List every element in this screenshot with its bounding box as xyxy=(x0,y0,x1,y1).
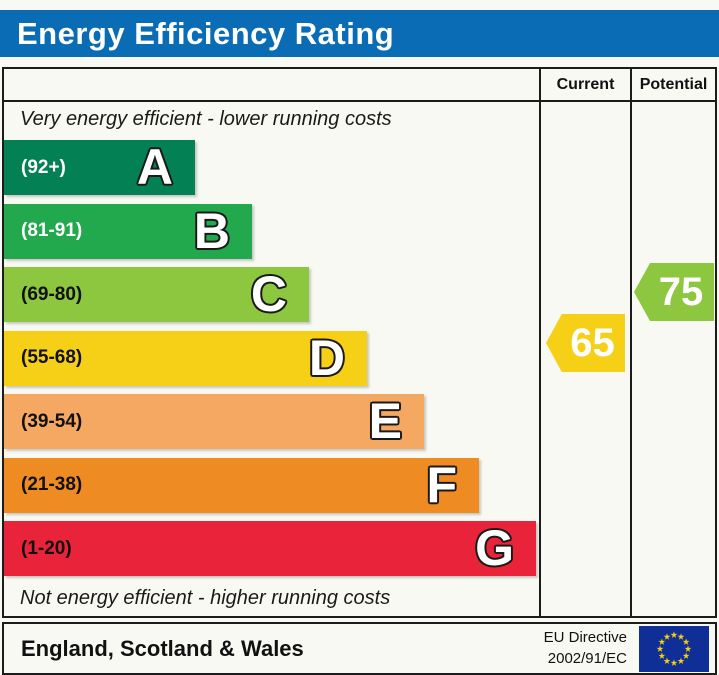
footer-bar: England, Scotland & Wales EU Directive 2… xyxy=(2,622,717,675)
band-letter: F xyxy=(426,456,457,513)
page-title: Energy Efficiency Rating xyxy=(17,15,395,51)
current-rating-arrow: 65 xyxy=(546,314,625,372)
band-range: (92+) xyxy=(21,156,66,178)
energy-rating-table: Current Potential Very energy efficient … xyxy=(2,67,717,618)
band-letter: B xyxy=(193,202,230,259)
band-letter: A xyxy=(136,139,173,195)
title-bar: Energy Efficiency Rating xyxy=(0,10,719,57)
band-row: (55-68) D xyxy=(4,329,367,386)
current-column-header: Current xyxy=(539,69,630,102)
potential-rating-value: 75 xyxy=(658,269,704,314)
region-label: England, Scotland & Wales xyxy=(21,635,304,661)
band-letter: G xyxy=(475,520,514,576)
band-chart-area: Very energy efficient - lower running co… xyxy=(4,102,539,616)
current-column: 65 xyxy=(539,102,630,616)
band-row: (69-80) C xyxy=(4,267,309,322)
band-range: (55-68) xyxy=(21,347,83,368)
eu-flag-icon xyxy=(639,625,709,672)
band-row: (1-20) G xyxy=(4,521,536,576)
band-row: (81-91) B xyxy=(4,202,252,259)
eu-directive-line2: 2002/91/EC xyxy=(547,649,627,667)
band-range: (1-20) xyxy=(21,537,72,559)
current-rating-value: 65 xyxy=(570,320,615,365)
eu-directive-label: EU Directive 2002/91/EC xyxy=(544,628,627,669)
band-range: (39-54) xyxy=(21,410,83,432)
band-range: (21-38) xyxy=(21,474,83,495)
caption-not-efficient: Not energy efficient - higher running co… xyxy=(20,587,391,609)
header-spacer-cell xyxy=(4,69,539,102)
potential-rating-arrow: 75 xyxy=(634,263,714,321)
band-row: (92+) A xyxy=(4,140,195,195)
band-row: (21-38) F xyxy=(4,456,479,513)
band-range: (69-80) xyxy=(21,283,83,305)
potential-column: 75 xyxy=(630,102,715,616)
band-range: (81-91) xyxy=(21,220,83,241)
band-letter: C xyxy=(250,266,287,322)
band-letter: D xyxy=(308,329,345,386)
potential-column-header: Potential xyxy=(630,69,715,102)
eu-directive-line1: EU Directive xyxy=(543,629,627,647)
band-letter: E xyxy=(368,393,402,449)
caption-very-efficient: Very energy efficient - lower running co… xyxy=(20,108,392,130)
band-row: (39-54) E xyxy=(4,394,424,449)
